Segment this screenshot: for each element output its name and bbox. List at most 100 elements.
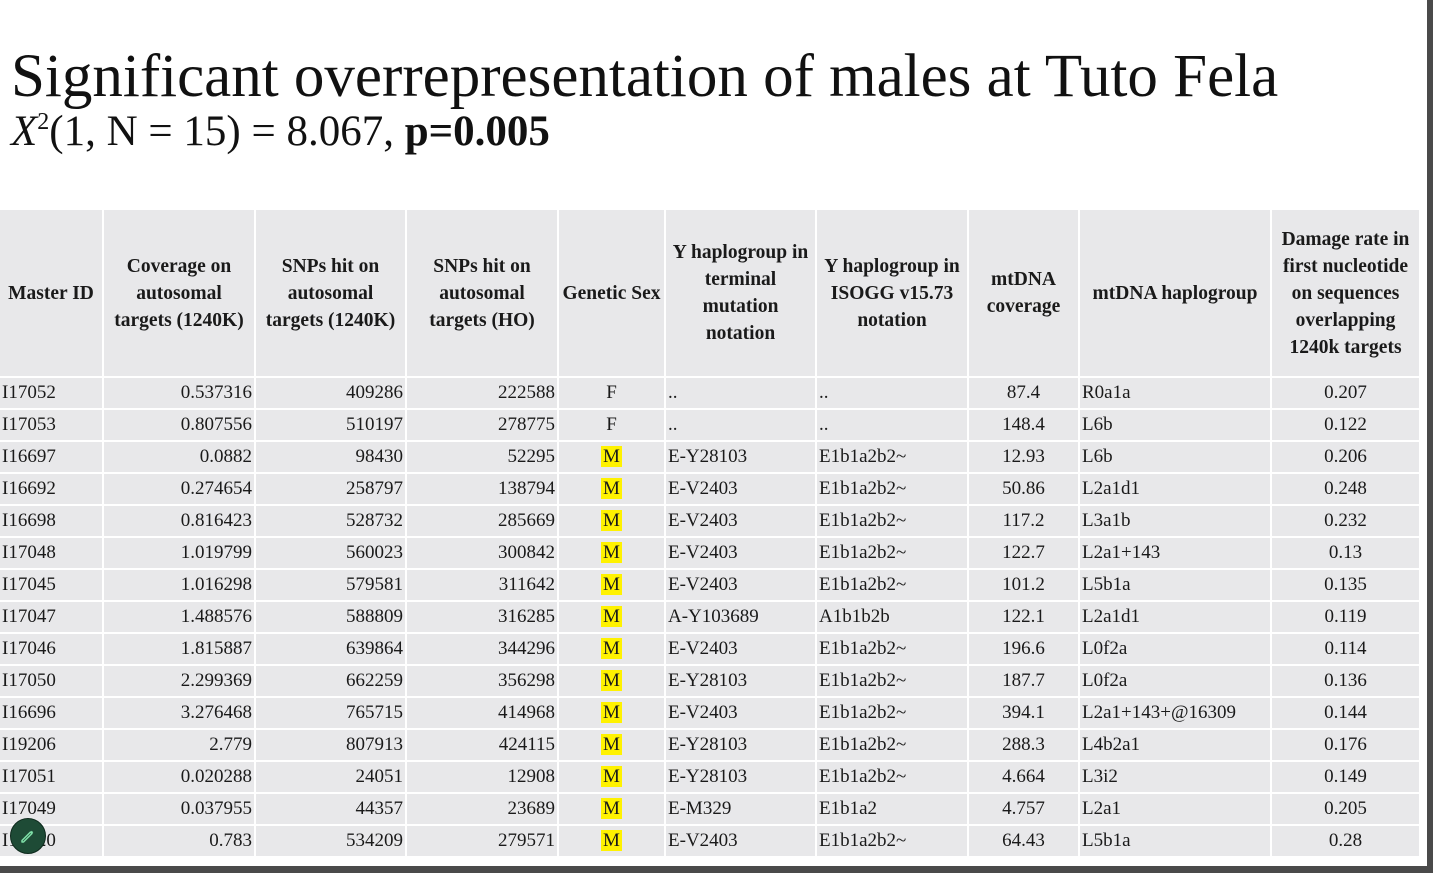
table-cell: I17051 [0,761,104,794]
table-cell: 316285 [406,601,559,634]
table-row: I16697 0.0882 98430 52295 M E-Y28103 E1b1a2b2~… [0,441,1421,474]
pencil-icon [21,830,34,843]
table-cell: E-V2403 [665,697,817,730]
table-cell: 2.299369 [103,665,256,698]
table-cell: 0.205 [1271,793,1421,826]
table-cell: I17047 [0,601,104,634]
table-cell: 285669 [406,505,559,538]
table-cell: 52295 [406,441,559,474]
table-cell: L2a1+143 [1079,537,1272,570]
table-cell: 394.1 [968,697,1080,730]
table-cell: 12908 [406,761,559,794]
table-cell: 87.4 [968,377,1080,410]
table-cell: 409286 [255,377,407,410]
table-cell: 288.3 [968,729,1080,762]
table-cell: 50.86 [968,473,1080,506]
table-cell: I17046 [0,633,104,666]
table-cell: A-Y103689 [665,601,817,634]
table-cell: L5b1a [1079,569,1272,602]
table-cell: 0.119 [1271,601,1421,634]
table-cell: L2a1 [1079,793,1272,826]
table-cell: 560023 [255,537,407,570]
table-cell: 0.144 [1271,697,1421,730]
male-highlight: M [601,734,622,755]
table-cell: L0f2a [1079,665,1272,698]
table-cell: L6b [1079,441,1272,474]
table-cell: 122.7 [968,537,1080,570]
table-cell: 0.232 [1271,505,1421,538]
table-cell: 258797 [255,473,407,506]
column-header: SNPs hit on autosomal targets (1240K) [255,210,407,378]
table-cell: I16698 [0,505,104,538]
table-cell: 138794 [406,473,559,506]
table-cell: I17049 [0,793,104,826]
table-cell: F [558,409,666,442]
table-row: I17049 0.037955 44357 23689 M E-M329 E1b1a2 4.7… [0,793,1421,826]
table-cell: 1.019799 [103,537,256,570]
table-cell: L3i2 [1079,761,1272,794]
stat-superscript: 2 [37,109,50,135]
table-row: I17046 1.815887 639864 344296 M E-V2403 E1b1a2… [0,633,1421,666]
table-row: I17045 1.016298 579581 311642 M E-V2403 E1b1a2… [0,569,1421,602]
table-body: I17052 0.537316 409286 222588 F.... 87.4 R0a1a… [0,377,1421,858]
table-cell: I17048 [0,537,104,570]
table-row: I16692 0.274654 258797 138794 M E-V2403 E1b1a2… [0,473,1421,506]
table-cell: E-Y28103 [665,761,817,794]
table-cell: 23689 [406,793,559,826]
table-cell: 24051 [255,761,407,794]
table-cell: M [558,825,666,858]
table-cell: L3a1b [1079,505,1272,538]
table-cell: 1.016298 [103,569,256,602]
edit-button[interactable] [10,818,46,854]
table-row: I17053 0.807556 510197 278775 F.... 148.4 L6b 0… [0,409,1421,442]
male-highlight: M [601,542,622,563]
table-cell: M [558,601,666,634]
table-cell: E1b1a2b2~ [816,441,969,474]
table-cell: 0.783 [103,825,256,858]
male-highlight: M [601,702,622,723]
table-cell: 510197 [255,409,407,442]
male-highlight: M [601,478,622,499]
table-cell: E1b1a2b2~ [816,697,969,730]
table-cell: 1.815887 [103,633,256,666]
table-cell: E-Y28103 [665,665,817,698]
table-cell: 0.122 [1271,409,1421,442]
table-cell: M [558,441,666,474]
table-cell: M [558,761,666,794]
table-cell: 4.664 [968,761,1080,794]
table-cell: 356298 [406,665,559,698]
table-cell: E-V2403 [665,569,817,602]
chi-square-statistic: X2(1, N = 15) = 8.067, p=0.005 [11,106,550,158]
table-cell: E1b1a2b2~ [816,825,969,858]
stat-args: (1, N = 15) = 8.067, [49,108,405,155]
table-cell: 101.2 [968,569,1080,602]
table-cell: I16696 [0,697,104,730]
table-row: I17052 0.537316 409286 222588 F.... 87.4 R0a1a… [0,377,1421,410]
table-cell: R0a1a [1079,377,1272,410]
table-cell: E1b1a2b2~ [816,633,969,666]
table-cell: L2a1d1 [1079,601,1272,634]
table-cell: 588809 [255,601,407,634]
table-cell: M [558,633,666,666]
male-highlight: M [601,574,622,595]
table-cell: E1b1a2 [816,793,969,826]
table-cell: .. [816,377,969,410]
table-cell: 0.816423 [103,505,256,538]
table-cell: 662259 [255,665,407,698]
table-cell: 187.7 [968,665,1080,698]
table-cell: I17053 [0,409,104,442]
male-highlight: M [601,446,622,467]
table-cell: F [558,377,666,410]
sample-table: Master ID Coverage on autosomal targets (… [0,210,1421,858]
table-row: I16698 0.816423 528732 285669 M E-V2403 E1b1a2… [0,505,1421,538]
table-cell: A1b1b2b [816,601,969,634]
table-cell: E1b1a2b2~ [816,665,969,698]
table-cell: M [558,665,666,698]
table-cell: 2.779 [103,729,256,762]
table-cell: 196.6 [968,633,1080,666]
table-cell: E-V2403 [665,473,817,506]
table-cell: 0.206 [1271,441,1421,474]
table-cell: E1b1a2b2~ [816,729,969,762]
table-cell: 0.114 [1271,633,1421,666]
table-cell: 0.037955 [103,793,256,826]
